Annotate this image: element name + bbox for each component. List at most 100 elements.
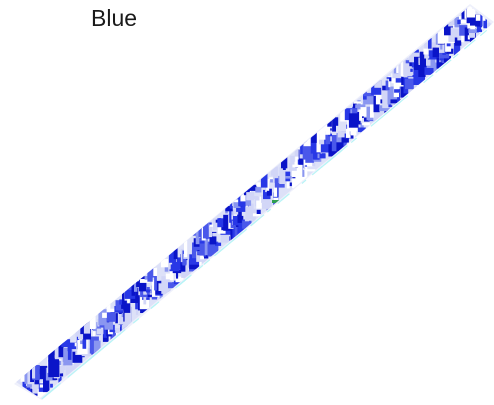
glitch-block: [168, 282, 174, 289]
glitch-block: [470, 14, 477, 26]
glitch-block: [32, 360, 36, 379]
glitch-block: [209, 231, 217, 245]
glitch-block: [215, 219, 218, 223]
glitch-block: [410, 68, 413, 72]
cyan-fringe-line: [389, 102, 400, 112]
glitch-block: [102, 312, 110, 318]
glitch-block: [379, 105, 390, 112]
glitch-block: [450, 24, 461, 38]
glitch-block: [392, 70, 402, 79]
glitch-block: [337, 131, 349, 138]
glitch-block: [54, 342, 62, 358]
glitch-block: [302, 141, 312, 160]
glitch-block: [260, 173, 268, 188]
glitch-block: [290, 155, 295, 165]
glitch-block: [352, 106, 358, 115]
glitch-block: [385, 80, 391, 91]
glitch-block: [146, 289, 152, 293]
glitch-block: [169, 270, 174, 281]
glitch-block: [135, 297, 138, 310]
glitch-block: [448, 17, 457, 27]
glitch-strip: [16, 6, 492, 398]
glitch-block: [266, 188, 272, 196]
glitch-block: [374, 80, 382, 88]
cyan-fringe-line: [198, 264, 204, 270]
glitch-block: [460, 20, 472, 24]
glitch-block: [106, 310, 115, 322]
glitch-block: [192, 242, 200, 259]
glitch-block: [57, 373, 64, 377]
glitch-block: [403, 58, 415, 75]
glitch-block: [428, 38, 432, 49]
glitch-block: [175, 276, 184, 283]
glitch-block: [302, 167, 306, 170]
glitch-block: [273, 179, 277, 197]
glitch-block: [394, 89, 401, 93]
glitch-block: [459, 25, 469, 36]
glitch-block: [461, 8, 466, 19]
cyan-fringe-line: [132, 318, 140, 324]
glitch-block: [173, 280, 181, 285]
cyan-fringe: [41, 29, 488, 400]
cyan-fringe-line: [301, 179, 307, 184]
glitch-block: [209, 222, 212, 227]
cyan-fringe-line: [250, 219, 259, 227]
glitch-block: [134, 280, 138, 292]
glitch-block: [391, 73, 400, 84]
glitch-block: [143, 290, 147, 305]
glitch-block: [184, 240, 188, 258]
glitch-block: [362, 122, 370, 126]
glitch-block: [69, 342, 76, 350]
glitch-block: [468, 29, 479, 33]
glitch-block: [168, 246, 177, 263]
glitch-block: [204, 238, 208, 244]
cyan-fringe-line: [380, 111, 389, 119]
glitch-block: [286, 176, 290, 189]
cyan-fringe-line: [150, 303, 157, 310]
glitch-block: [115, 313, 119, 324]
glitch-block: [147, 267, 156, 278]
glitch-block: [285, 176, 292, 179]
glitch-block: [144, 276, 149, 280]
glitch-block: [83, 317, 91, 334]
glitch-block: [115, 300, 125, 311]
glitch-block: [181, 268, 186, 278]
glitch-block: [58, 339, 64, 358]
glitch-block: [110, 330, 116, 341]
glitch-block: [468, 31, 476, 38]
glitch-block: [24, 370, 29, 384]
glitch-block: [363, 92, 374, 97]
glitch-block: [58, 360, 62, 366]
glitch-block: [183, 254, 192, 259]
glitch-block: [256, 200, 267, 209]
glitch-block: [220, 230, 230, 243]
cyan-fringe-line: [452, 53, 459, 59]
glitch-block: [209, 224, 214, 227]
glitch-block: [296, 163, 308, 181]
glitch-block: [21, 386, 32, 390]
glitch-block: [335, 117, 339, 126]
glitch-block: [135, 304, 139, 315]
glitch-block: [232, 199, 241, 203]
glitch-block: [353, 102, 357, 109]
glitch-block: [124, 281, 136, 299]
glitch-block: [476, 22, 482, 32]
glitch-block: [121, 317, 126, 335]
glitch-block: [43, 377, 50, 393]
glitch-block: [303, 137, 314, 147]
glitch-block: [373, 105, 385, 120]
glitch-block: [256, 209, 261, 214]
glitch-block: [52, 377, 58, 381]
cyan-fringe-line: [118, 329, 126, 336]
glitch-block: [61, 339, 71, 347]
glitch-block: [242, 220, 252, 229]
glitch-block: [229, 208, 232, 223]
glitch-block: [304, 169, 316, 172]
glitch-block: [232, 209, 240, 226]
glitch-cluster: [432, 47, 439, 58]
glitch-block: [266, 178, 270, 191]
glitch-block: [388, 76, 391, 88]
cyan-fringe-line: [221, 239, 235, 250]
glitch-block: [390, 97, 402, 104]
glitch-block: [401, 76, 404, 86]
